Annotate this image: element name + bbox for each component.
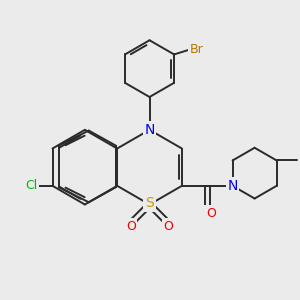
Text: Cl: Cl (26, 179, 38, 192)
Text: O: O (164, 220, 173, 233)
Text: S: S (145, 196, 154, 210)
Text: Br: Br (190, 44, 203, 56)
Text: O: O (206, 207, 216, 220)
Text: O: O (126, 220, 136, 233)
Text: N: N (144, 123, 155, 137)
Text: N: N (227, 179, 238, 193)
